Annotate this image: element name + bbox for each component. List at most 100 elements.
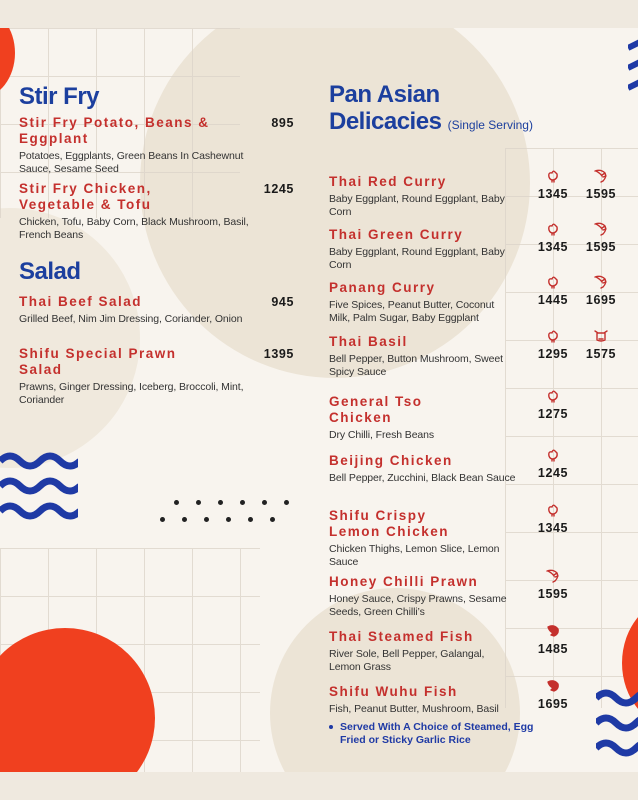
footnote-text: Served With A Choice of Steamed, Egg Fri… xyxy=(340,721,534,746)
menu-item: Shifu Wuhu Fish Fish, Peanut Butter, Mus… xyxy=(329,684,519,716)
chicken-icon xyxy=(528,168,578,184)
menu-item: Shifu Special Prawn Salad Prawns, Ginger… xyxy=(19,346,294,407)
menu-panel: Stir Fry Stir Fry Potato, Beans & Eggplan… xyxy=(0,28,638,772)
section-heading: Stir Fry xyxy=(19,83,100,110)
dot xyxy=(226,517,231,522)
item-price: 1395 xyxy=(263,347,294,361)
serving-note: (Single Serving) xyxy=(447,118,533,132)
prawn-icon xyxy=(576,168,626,184)
item-price: 1245 xyxy=(263,182,294,196)
item-price: 1695 xyxy=(585,293,617,307)
item-title: Stir Fry Potato, Beans & Eggplant xyxy=(19,115,210,146)
item-description: Fish, Peanut Butter, Mushroom, Basil xyxy=(329,703,499,715)
item-description: Baby Eggplant, Round Eggplant, Baby Corn xyxy=(329,246,505,271)
menu-item: Thai Green Curry Baby Eggplant, Round Eg… xyxy=(329,227,519,272)
item-title: General Tso Chicken xyxy=(329,394,423,425)
grid-pattern-right xyxy=(505,148,638,708)
item-description: Five Spices, Peanut Butter, Coconut Milk… xyxy=(329,299,495,324)
price-option: 1345 xyxy=(528,221,578,254)
item-description: Chicken Thighs, Lemon Slice, Lemon Sauce xyxy=(329,543,500,568)
item-title: Beijing Chicken xyxy=(329,453,453,468)
menu-item: Stir Fry Chicken, Vegetable & Tofu Chick… xyxy=(19,181,294,242)
item-price: 1345 xyxy=(537,187,569,201)
heading-line1: Pan Asian xyxy=(329,81,440,108)
dot xyxy=(182,517,187,522)
item-title: Thai Red Curry xyxy=(329,174,447,189)
item-description: Potatoes, Eggplants, Green Beans In Cash… xyxy=(19,150,244,175)
item-price: 1345 xyxy=(537,240,569,254)
item-title: Honey Chilli Prawn xyxy=(329,574,479,589)
dot xyxy=(160,517,165,522)
item-price: 1445 xyxy=(537,293,569,307)
chicken-icon xyxy=(528,447,578,463)
item-price: 1275 xyxy=(537,407,569,421)
item-price: 1595 xyxy=(585,187,617,201)
price-option: 1595 xyxy=(576,168,626,201)
item-description: Grilled Beef, Nim Jim Dressing, Coriande… xyxy=(19,313,243,325)
menu-item: Thai Red Curry Baby Eggplant, Round Eggp… xyxy=(329,174,519,219)
wave-pattern-right xyxy=(596,689,638,757)
dot xyxy=(284,500,289,505)
menu-item: Shifu Crispy Lemon Chicken Chicken Thigh… xyxy=(329,508,519,569)
item-description: Honey Sauce, Crispy Prawns, Sesame Seeds… xyxy=(329,593,507,618)
menu-item: General Tso Chicken Dry Chilli, Fresh Be… xyxy=(329,394,519,442)
prawn-icon xyxy=(576,274,626,290)
menu-item: Thai Beef Salad Grilled Beef, Nim Jim Dr… xyxy=(19,294,294,326)
item-price: 1345 xyxy=(537,521,569,535)
item-description: Bell Pepper, Zucchini, Black Bean Sauce xyxy=(329,472,516,484)
item-price: 1695 xyxy=(537,697,569,711)
item-description: Chicken, Tofu, Baby Corn, Black Mushroom… xyxy=(19,216,249,241)
dot xyxy=(262,500,267,505)
heading-line2-text: Delicacies xyxy=(329,108,442,135)
item-title: Panang Curry xyxy=(329,280,436,295)
beef-icon xyxy=(576,328,626,344)
beige-circle-left xyxy=(0,208,140,468)
item-description: Prawns, Ginger Dressing, Iceberg, Brocco… xyxy=(19,381,244,406)
item-title: Shifu Crispy Lemon Chicken xyxy=(329,508,450,539)
dot xyxy=(248,517,253,522)
item-description: River Sole, Bell Pepper, Galangal, Lemon… xyxy=(329,648,485,673)
price-option: 1595 xyxy=(528,568,578,601)
price-option: 1345 xyxy=(528,502,578,535)
dot xyxy=(218,500,223,505)
pan-asian-heading: Pan Asian Delicacies (Single Serving) xyxy=(329,81,533,139)
menu-item: Panang Curry Five Spices, Peanut Butter,… xyxy=(329,280,519,325)
price-option: 1245 xyxy=(528,447,578,480)
dot xyxy=(204,517,209,522)
menu-item: Stir Fry Potato, Beans & Eggplant Potato… xyxy=(19,115,294,176)
grid-pattern-top xyxy=(0,28,240,218)
item-title: Shifu Special Prawn Salad xyxy=(19,346,177,377)
price-option: 1345 xyxy=(528,168,578,201)
prawn-icon xyxy=(576,221,626,237)
rice-footnote: Served With A Choice of Steamed, Egg Fri… xyxy=(329,721,540,747)
item-price: 1245 xyxy=(537,466,569,480)
dot xyxy=(240,500,245,505)
item-title: Thai Steamed Fish xyxy=(329,629,474,644)
chicken-icon xyxy=(528,221,578,237)
chicken-icon xyxy=(528,502,578,518)
item-price: 1595 xyxy=(537,587,569,601)
prawn-icon xyxy=(528,568,578,584)
price-option: 1695 xyxy=(576,274,626,307)
wave-pattern-top-right xyxy=(628,39,638,91)
section-heading: Salad xyxy=(19,258,81,285)
item-title: Thai Beef Salad xyxy=(19,294,143,309)
bullet xyxy=(329,725,333,729)
menu-item: Beijing Chicken Bell Pepper, Zucchini, B… xyxy=(329,453,519,485)
price-option: 1595 xyxy=(576,221,626,254)
price-option: 1575 xyxy=(576,328,626,361)
price-option: 1445 xyxy=(528,274,578,307)
dot xyxy=(270,517,275,522)
menu-item: Thai Steamed Fish River Sole, Bell Peppe… xyxy=(329,629,519,674)
menu-item: Thai Basil Bell Pepper, Button Mushroom,… xyxy=(329,334,519,379)
item-price: 1575 xyxy=(585,347,617,361)
item-description: Dry Chilli, Fresh Beans xyxy=(329,429,435,441)
item-title: Thai Basil xyxy=(329,334,408,349)
price-option: 1485 xyxy=(528,623,578,656)
item-price: 1595 xyxy=(585,240,617,254)
item-title: Thai Green Curry xyxy=(329,227,464,242)
chicken-icon xyxy=(528,328,578,344)
menu-item: Honey Chilli Prawn Honey Sauce, Crispy P… xyxy=(329,574,519,619)
dot xyxy=(196,500,201,505)
